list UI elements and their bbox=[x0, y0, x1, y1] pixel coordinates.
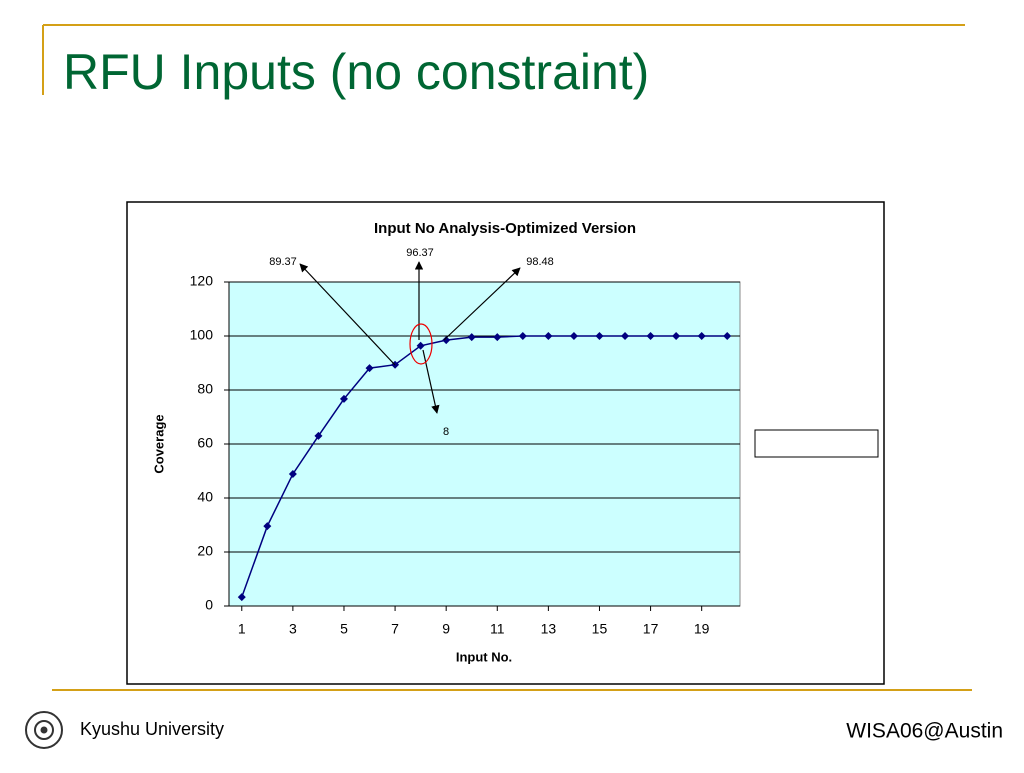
logo bbox=[25, 711, 63, 749]
data-point bbox=[339, 394, 348, 403]
data-point bbox=[544, 332, 553, 340]
footer-right: WISA06@Austin bbox=[846, 720, 1003, 743]
x-axis-label: Input No. bbox=[456, 649, 512, 664]
y-tick-label: 0 bbox=[205, 597, 213, 613]
x-tick-label: 9 bbox=[442, 621, 450, 637]
data-point bbox=[621, 332, 630, 340]
x-tick-label: 1 bbox=[238, 621, 246, 637]
data-point bbox=[569, 332, 578, 340]
footer-left: Kyushu University bbox=[80, 719, 224, 739]
series-line bbox=[241, 335, 728, 598]
x-tick-label: 5 bbox=[340, 621, 348, 637]
legend bbox=[754, 429, 879, 458]
slide-title: RFU Inputs (no constraint) bbox=[63, 44, 649, 100]
chart-title: Input No Analysis-Optimized Version bbox=[374, 220, 636, 237]
annotation: 96.37 bbox=[406, 247, 434, 259]
y-tick-label: 20 bbox=[197, 543, 213, 559]
data-point bbox=[646, 332, 655, 340]
x-tick-label: 11 bbox=[490, 621, 505, 637]
y-tick-label: 40 bbox=[197, 489, 213, 505]
y-tick-label: 80 bbox=[197, 381, 213, 397]
data-point bbox=[697, 332, 706, 340]
data-point bbox=[365, 364, 374, 373]
data-point bbox=[263, 522, 272, 531]
y-axis-label: Coverage bbox=[151, 414, 166, 473]
annotation: 8 bbox=[443, 426, 449, 438]
data-point bbox=[723, 332, 732, 340]
x-tick-label: 19 bbox=[694, 621, 710, 637]
data-point bbox=[595, 332, 604, 340]
highlight-ellipse bbox=[409, 323, 433, 365]
x-tick-label: 7 bbox=[391, 621, 399, 637]
x-tick-label: 17 bbox=[643, 621, 659, 637]
data-point bbox=[493, 333, 502, 342]
data-point bbox=[442, 336, 451, 345]
annotation: 89.37 bbox=[269, 256, 297, 268]
data-point bbox=[672, 332, 681, 340]
data-point bbox=[416, 341, 425, 350]
y-tick-label: 100 bbox=[190, 327, 214, 343]
x-tick-label: 15 bbox=[592, 621, 608, 637]
data-point bbox=[314, 431, 323, 440]
y-tick-label: 60 bbox=[197, 435, 213, 451]
data-point bbox=[237, 593, 246, 602]
annotation-arrows bbox=[299, 261, 521, 414]
data-point bbox=[467, 333, 476, 342]
x-tick-label: 3 bbox=[289, 621, 297, 637]
annotation: 98.48 bbox=[526, 256, 554, 268]
y-tick-label: 120 bbox=[190, 273, 214, 289]
data-point bbox=[288, 469, 297, 478]
data-point bbox=[518, 332, 527, 340]
chart: 020406080100120135791113151719Series189.… bbox=[190, 247, 856, 637]
x-tick-label: 13 bbox=[541, 621, 557, 637]
